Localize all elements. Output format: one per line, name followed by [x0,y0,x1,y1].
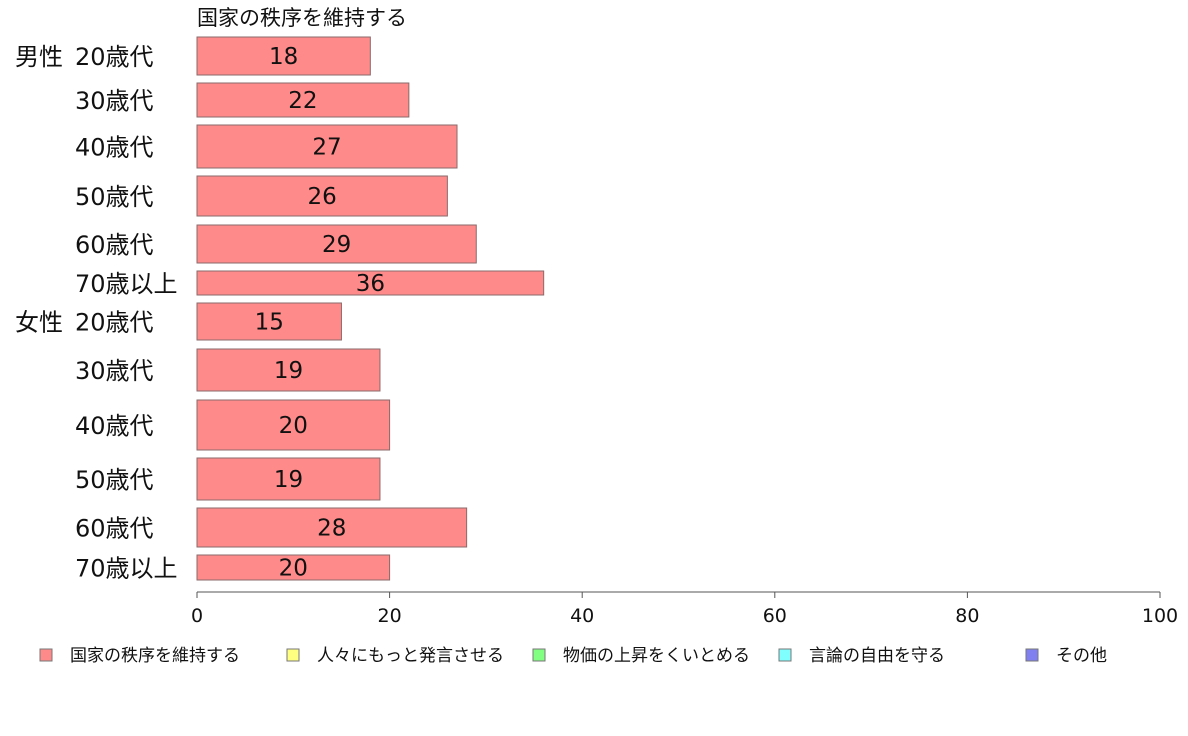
category-label: 20歳代 [75,309,154,337]
category-label: 70歳以上 [75,555,178,583]
x-tick-label: 100 [1142,605,1178,627]
category-label: 60歳代 [75,515,154,543]
bar-value-label: 36 [356,271,385,297]
bar-segment [196,507,468,548]
x-axis: 0 20 40 60 80 100 [191,591,1178,627]
legend-swatch [39,648,53,662]
bar-segment [196,82,410,118]
category-label: 40歳代 [75,134,154,162]
x-tick-label: 20 [378,605,402,627]
bar-value-label: 28 [317,516,346,542]
legend-swatch [532,648,546,662]
bar-segment [196,124,458,169]
group-label: 女性 [15,309,63,337]
category-label: 30歳代 [75,357,154,385]
bar-segment [196,399,391,451]
x-tick-label: 40 [570,605,594,627]
bar-segment [196,457,381,501]
legend-swatch [286,648,300,662]
legend-label: その他 [1056,646,1107,666]
bar-segment [196,36,371,76]
bar-segment [196,554,391,581]
legend: 国家の秩序を維持する 人々にもっと発言させる 物価の上昇をくいとめる 言論の自由を守る… [39,646,1107,666]
category-label: 30歳代 [75,87,154,115]
legend-swatch [1025,648,1039,662]
category-label: 40歳代 [75,412,154,440]
bar-segment [196,302,342,341]
legend-label: 言論の自由を守る [809,646,945,666]
x-tick-label: 0 [191,605,203,627]
bar-value-label: 27 [312,135,341,161]
category-label: 70歳以上 [75,270,178,298]
chart-title: 国家の秩序を維持する [197,6,407,30]
group-label: 男性 [15,43,63,71]
category-label: 50歳代 [75,466,154,494]
bar-segment [196,224,477,264]
category-label: 20歳代 [75,43,154,71]
legend-label: 物価の上昇をくいとめる [563,646,750,666]
legend-label: 人々にもっと発言させる [317,646,504,666]
bar-value-label: 15 [255,310,284,336]
x-tick-label: 80 [955,605,979,627]
legend-label: 国家の秩序を維持する [70,646,240,666]
x-tick-label: 60 [763,605,787,627]
category-label: 50歳代 [75,183,154,211]
bar-value-label: 22 [288,88,317,114]
bar-value-label: 20 [279,413,308,439]
bar-value-label: 20 [279,556,308,582]
bar-value-label: 29 [322,232,351,258]
legend-swatch [778,648,792,662]
bar-segment [196,270,545,296]
bar-value-label: 18 [269,44,298,70]
category-labels: 20歳代男性30歳代40歳代50歳代60歳代70歳以上20歳代女性30歳代40歳… [15,43,178,583]
bar-value-label: 19 [274,358,303,384]
bar-segment [196,175,448,217]
bar-value-label: 26 [308,184,337,210]
bar-value-label: 19 [274,467,303,493]
bar-segment [196,348,381,392]
category-label: 60歳代 [75,231,154,259]
